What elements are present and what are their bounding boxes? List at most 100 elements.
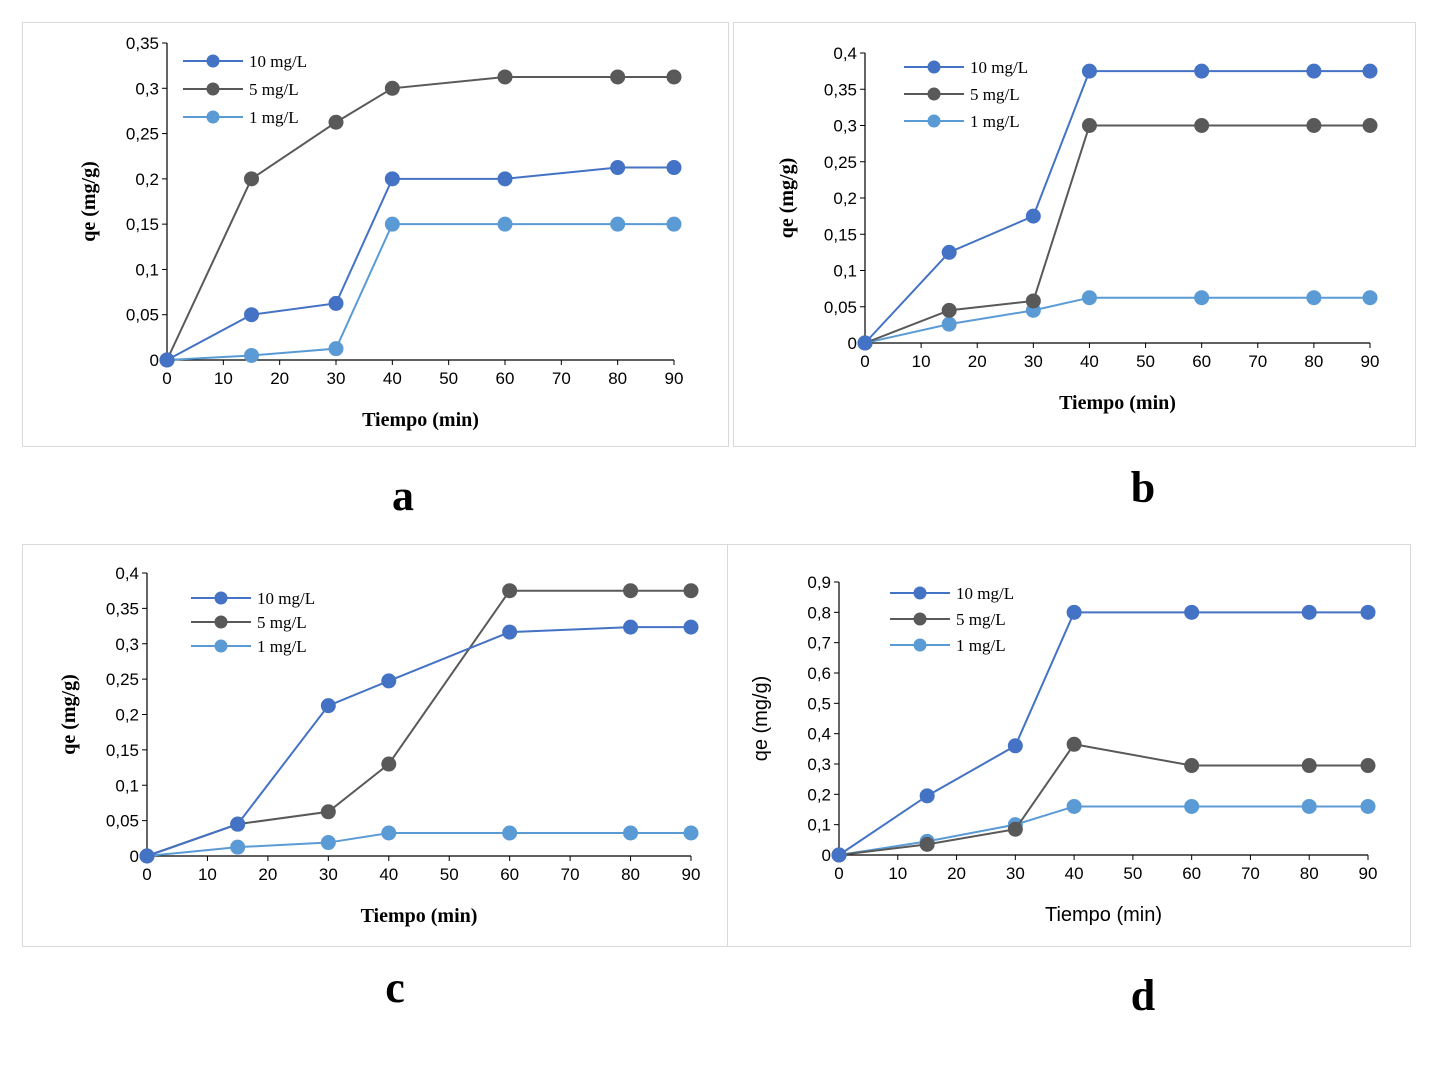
series-line-5mg bbox=[838, 743, 1368, 856]
legend-marker-10mg bbox=[206, 54, 220, 68]
data-point-1mg bbox=[244, 347, 259, 363]
data-point-5mg bbox=[1007, 821, 1023, 837]
data-point-1mg bbox=[1306, 290, 1322, 306]
y-tick-label: 0,05 bbox=[824, 298, 857, 317]
data-point-5mg bbox=[1362, 118, 1378, 133]
data-point-10mg bbox=[497, 171, 513, 187]
data-point-5mg bbox=[1194, 118, 1210, 133]
chart-panel-b: 0 0,05 0,1 0,15 0,2 0,25 0,3 0,35 0,4 0 10 20 30 40 50… bbox=[733, 22, 1416, 447]
data-point-10mg bbox=[666, 160, 682, 176]
x-axis-title: Tiempo (min) bbox=[362, 409, 479, 431]
data-point-5mg bbox=[941, 302, 957, 318]
data-point-10mg bbox=[1360, 604, 1376, 620]
x-axis-title: Tiempo (min) bbox=[1045, 904, 1162, 926]
chart-svg-a: 0 0,05 0,1 0,15 0,2 0,25 0,3 0,35 0 10 20 30 40 50 60 7… bbox=[78, 34, 683, 431]
data-point-10mg bbox=[159, 352, 175, 368]
y-tick-label: 0,35 bbox=[106, 599, 139, 618]
y-tick-label: 0,8 bbox=[807, 603, 831, 622]
legend-label-1mg: 1 mg/L bbox=[970, 112, 1020, 131]
x-tick-label: 20 bbox=[968, 352, 987, 371]
data-point-1mg bbox=[384, 216, 400, 232]
data-point-5mg bbox=[244, 171, 259, 187]
x-tick-label: 80 bbox=[1300, 864, 1319, 883]
panel-label-b: b bbox=[1130, 463, 1156, 512]
y-tick-label: 0 bbox=[848, 334, 857, 353]
x-tick-label: 60 bbox=[496, 369, 515, 388]
y-tick-label: 0,4 bbox=[115, 564, 139, 583]
series-line-5mg bbox=[146, 589, 691, 857]
legend-label-5mg: 5 mg/L bbox=[249, 80, 299, 99]
data-point-1mg bbox=[666, 216, 682, 232]
legend-marker-5mg bbox=[927, 87, 941, 101]
data-point-1mg bbox=[502, 825, 518, 841]
data-point-10mg bbox=[610, 160, 626, 176]
data-point-10mg bbox=[919, 788, 935, 804]
y-tick-label: 0,2 bbox=[115, 706, 139, 725]
x-tick-label: 60 bbox=[500, 865, 519, 884]
data-point-10mg bbox=[139, 848, 155, 864]
legend-label-5mg: 5 mg/L bbox=[257, 613, 307, 632]
data-point-5mg bbox=[497, 69, 513, 85]
y-tick-label: 0,2 bbox=[833, 189, 857, 208]
legend-marker-5mg bbox=[214, 615, 228, 629]
x-tick-label: 30 bbox=[319, 865, 338, 884]
legend-label-10mg: 10 mg/L bbox=[257, 589, 315, 608]
y-tick-label: 0,25 bbox=[126, 125, 159, 144]
y-axis-title: qe (mg/g) bbox=[78, 161, 100, 242]
legend-marker-1mg bbox=[913, 638, 927, 652]
y-tick-label: 0,1 bbox=[135, 260, 159, 279]
chart-svg-d: 0 0,1 0,2 0,3 0,4 0,5 0,6 0,7 0,8 0,9 0 10 20 30 40 50 6… bbox=[750, 573, 1377, 926]
y-tick-label: 0,1 bbox=[807, 816, 831, 835]
x-tick-label: 10 bbox=[912, 352, 931, 371]
legend-marker-5mg bbox=[913, 612, 927, 626]
x-tick-label: 70 bbox=[552, 369, 571, 388]
x-tick-label: 0 bbox=[142, 865, 151, 884]
data-point-10mg bbox=[1306, 63, 1322, 79]
data-point-5mg bbox=[666, 69, 682, 85]
y-tick-label: 0,05 bbox=[106, 812, 139, 831]
data-point-10mg bbox=[384, 171, 400, 187]
data-point-5mg bbox=[1066, 736, 1082, 752]
legend-label-10mg: 10 mg/L bbox=[956, 584, 1014, 603]
y-tick-label: 0 bbox=[822, 846, 831, 865]
panel-label-c: c bbox=[385, 963, 405, 1012]
data-point-10mg bbox=[941, 244, 957, 260]
data-point-1mg bbox=[1184, 798, 1200, 814]
x-axis-title: Tiempo (min) bbox=[361, 905, 478, 927]
x-tick-label: 40 bbox=[1065, 864, 1084, 883]
y-axis-title: qe (mg/g) bbox=[750, 676, 772, 762]
data-point-10mg bbox=[328, 295, 344, 311]
legend-marker-10mg bbox=[927, 60, 941, 74]
data-point-10mg bbox=[1007, 738, 1023, 754]
y-axis-title: qe (mg/g) bbox=[776, 158, 798, 239]
data-point-10mg bbox=[1362, 63, 1378, 79]
data-point-1mg bbox=[328, 341, 344, 357]
chart-panel-a: 0 0,05 0,1 0,15 0,2 0,25 0,3 0,35 0 10 20 30 40 50 60 7… bbox=[22, 22, 729, 447]
x-tick-label: 10 bbox=[214, 369, 233, 388]
x-tick-label: 50 bbox=[439, 369, 458, 388]
data-point-10mg bbox=[623, 619, 639, 635]
x-tick-label: 70 bbox=[1248, 352, 1267, 371]
data-point-10mg bbox=[1066, 604, 1082, 620]
legend-label-1mg: 1 mg/L bbox=[956, 636, 1006, 655]
x-tick-label: 0 bbox=[834, 864, 843, 883]
legend-label-1mg: 1 mg/L bbox=[257, 637, 307, 656]
chart-svg-c: 0 0,05 0,1 0,15 0,2 0,25 0,3 0,35 0,4 0 10 20 30 40 50… bbox=[58, 564, 700, 927]
y-tick-label: 0,15 bbox=[824, 225, 857, 244]
legend-marker-5mg bbox=[206, 82, 220, 96]
y-tick-label: 0,7 bbox=[807, 634, 831, 653]
legend-label-10mg: 10 mg/L bbox=[970, 58, 1028, 77]
data-point-5mg bbox=[1025, 293, 1041, 309]
y-tick-label: 0,3 bbox=[135, 79, 159, 98]
y-tick-label: 0,4 bbox=[833, 44, 857, 63]
x-tick-label: 10 bbox=[198, 865, 217, 884]
y-tick-label: 0 bbox=[130, 847, 139, 866]
y-tick-label: 0,3 bbox=[807, 755, 831, 774]
x-tick-label: 50 bbox=[1136, 352, 1155, 371]
x-tick-label: 20 bbox=[270, 369, 289, 388]
data-point-10mg bbox=[1025, 208, 1041, 224]
y-axis-title: qe (mg/g) bbox=[58, 674, 80, 755]
data-point-10mg bbox=[1184, 604, 1200, 620]
data-point-5mg bbox=[384, 80, 400, 96]
data-point-10mg bbox=[381, 673, 397, 689]
